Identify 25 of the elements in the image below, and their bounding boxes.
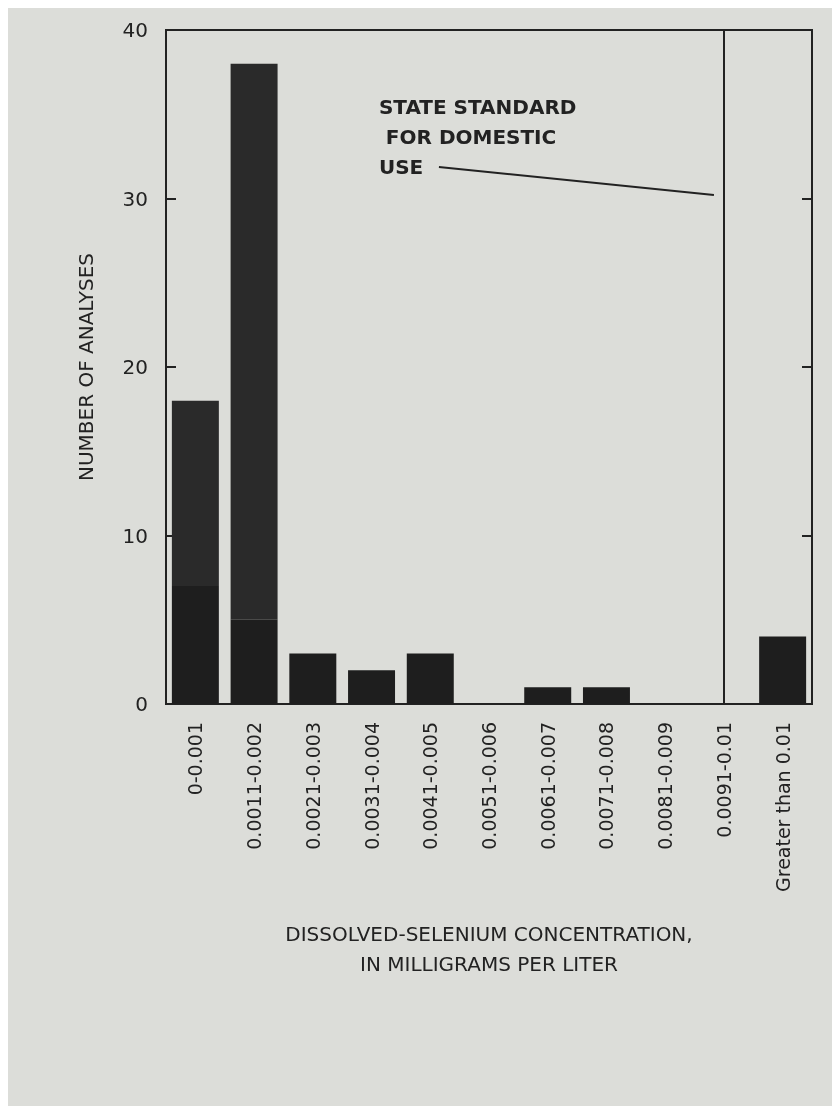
- x-axis-title: DISSOLVED-SELENIUM CONCENTRATION, IN MILLIGRAMS PER LITER: [285, 922, 693, 976]
- y-tick-label: 0: [135, 692, 148, 716]
- x-tick-label: 0.0041-0.005: [419, 722, 442, 850]
- x-tick-label: 0.0061-0.007: [536, 722, 559, 850]
- x-tick-label: 0-0.001: [184, 722, 207, 796]
- y-tick-label: 20: [122, 355, 148, 379]
- y-tick-label: 10: [122, 523, 148, 548]
- x-tick-label: 0.0071-0.008: [595, 722, 618, 850]
- x-tick-label: 0.0031-0.004: [360, 722, 383, 850]
- x-tick-label: Greater than 0.01: [771, 722, 794, 892]
- bar: [524, 687, 572, 704]
- bar: [582, 687, 630, 704]
- bar: [759, 636, 807, 704]
- x-tick-label: 0.0081-0.009: [654, 722, 677, 850]
- bar: [348, 670, 396, 704]
- x-tick-label: 0.0091-0.01: [712, 722, 735, 838]
- y-tick-label: 30: [122, 186, 148, 211]
- ref-line-label: STATE STANDARD FOR DOMESTIC USE: [378, 95, 577, 179]
- y-tick-label: 40: [122, 18, 148, 42]
- bar: [289, 653, 337, 704]
- x-tick-label: 0.0051-0.006: [478, 722, 500, 850]
- x-tick-label: 0.0011-0.002: [243, 722, 266, 850]
- y-axis-title: NUMBER OF ANALYSES: [74, 252, 98, 482]
- x-tick-label: 0.0021-0.003: [301, 722, 324, 850]
- bar: [406, 653, 454, 704]
